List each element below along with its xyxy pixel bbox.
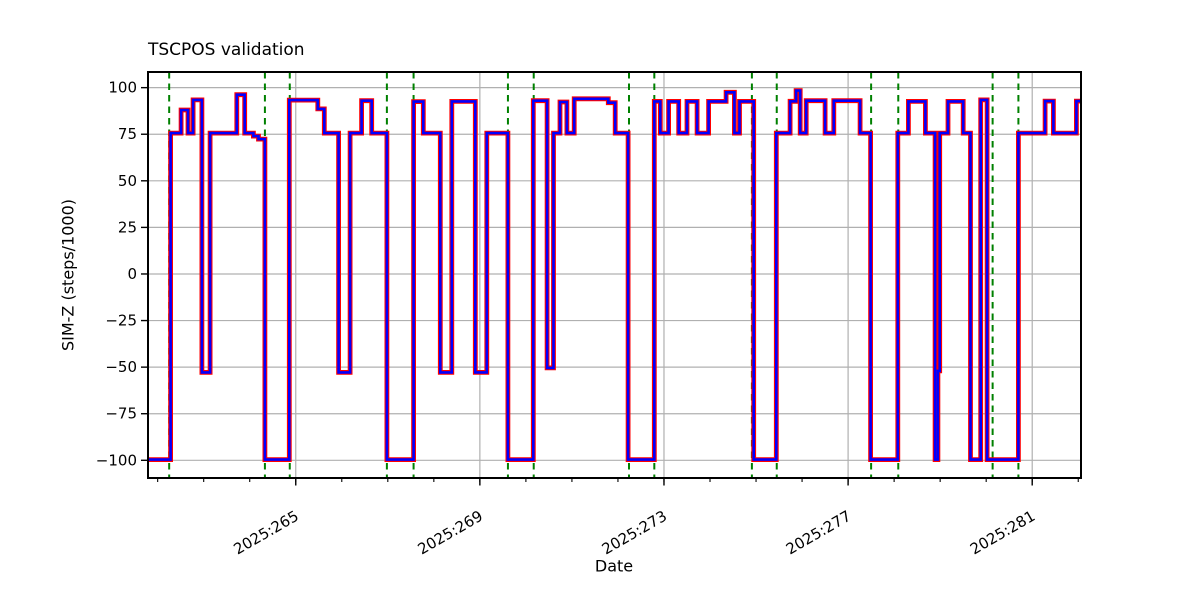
y-tick-label: 75 — [118, 125, 137, 143]
x-axis-label: Date — [594, 556, 634, 576]
y-tick-label: 0 — [127, 265, 137, 283]
axes-spines — [147, 71, 1082, 479]
x-tick-label: 2025:281 — [967, 507, 1038, 559]
chart-title: TSCPOS validation — [148, 40, 305, 60]
y-tick-label: −75 — [105, 405, 137, 423]
y-tick-label: 50 — [118, 172, 137, 190]
y-tick-label: 25 — [118, 218, 137, 236]
x-tick-label: 2025:277 — [783, 507, 854, 559]
series-line-inner — [148, 89, 1081, 461]
x-tick-label: 2025:273 — [599, 507, 670, 559]
series-line-outer — [148, 88, 1081, 462]
y-tick-label: −25 — [105, 312, 137, 330]
x-tick-label: 2025:269 — [415, 507, 486, 559]
y-tick-label: 100 — [108, 79, 137, 97]
y-tick-label: −50 — [105, 358, 137, 376]
x-tick-label: 2025:265 — [231, 507, 302, 559]
y-tick-label: −100 — [96, 451, 137, 469]
